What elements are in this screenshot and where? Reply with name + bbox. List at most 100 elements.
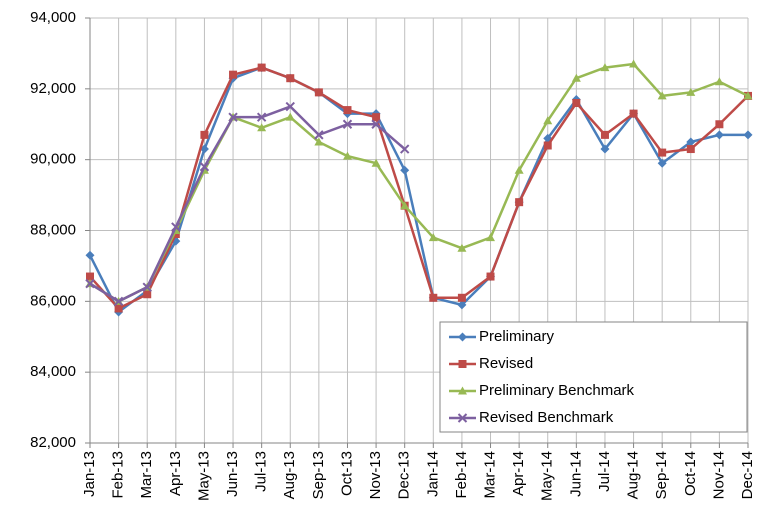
- marker: [228, 112, 238, 122]
- marker: [371, 119, 381, 129]
- marker: [342, 119, 353, 129]
- marker: [400, 165, 410, 175]
- x-tick-label: Jan-14: [424, 451, 441, 497]
- x-tick-label: Oct-13: [338, 451, 355, 496]
- marker: [515, 198, 524, 207]
- marker: [371, 158, 381, 167]
- marker: [314, 137, 324, 146]
- marker: [572, 99, 581, 107]
- marker: [743, 91, 753, 100]
- marker: [486, 272, 495, 281]
- marker: [85, 250, 95, 260]
- marker: [571, 73, 581, 82]
- series-line: [89, 66, 749, 310]
- marker: [343, 106, 352, 115]
- marker: [113, 296, 124, 307]
- marker: [286, 74, 295, 83]
- marker: [314, 88, 323, 97]
- x-tick-label: Apr-13: [167, 451, 184, 496]
- x-tick-label: Oct-14: [682, 451, 699, 496]
- marker: [229, 70, 238, 79]
- x-tick-label: Sep-14: [653, 451, 670, 499]
- marker: [85, 278, 95, 289]
- marker: [600, 63, 610, 72]
- y-tick-label: 92,000: [30, 80, 76, 97]
- y-tick-label: 86,000: [30, 292, 76, 309]
- marker: [256, 112, 267, 122]
- marker: [629, 109, 638, 118]
- series-line: [89, 62, 749, 303]
- marker: [285, 101, 295, 112]
- x-tick-label: May-13: [195, 451, 212, 501]
- marker: [543, 116, 553, 125]
- x-tick-label: Aug-13: [281, 451, 298, 499]
- y-tick-label: 88,000: [30, 221, 76, 238]
- legend-label: Revised: [479, 355, 533, 372]
- x-tick-label: Feb-14: [453, 451, 470, 499]
- marker: [714, 77, 724, 86]
- marker: [715, 120, 724, 129]
- legend-label: Preliminary: [479, 328, 555, 345]
- marker: [457, 413, 468, 423]
- y-tick-label: 94,000: [30, 9, 76, 26]
- marker: [514, 165, 524, 174]
- marker: [314, 130, 324, 140]
- marker: [86, 272, 94, 281]
- x-tick-label: Feb-13: [110, 451, 127, 499]
- marker: [457, 300, 467, 310]
- marker: [200, 130, 209, 139]
- marker: [657, 158, 667, 168]
- x-tick-label: Dec-14: [739, 451, 756, 499]
- marker: [457, 243, 467, 252]
- marker: [600, 130, 609, 139]
- marker: [658, 148, 667, 157]
- legend-label: Preliminary Benchmark: [479, 382, 635, 399]
- x-tick-label: Jun-13: [224, 451, 241, 497]
- marker: [142, 282, 152, 292]
- marker: [686, 137, 696, 147]
- marker: [143, 290, 152, 299]
- x-tick-label: Aug-14: [625, 451, 642, 499]
- y-tick-label: 82,000: [30, 434, 76, 451]
- legend: Preliminary Revised Preliminary Benchmark R…: [439, 321, 748, 433]
- marker: [372, 113, 381, 122]
- x-tick-label: Sep-13: [310, 451, 327, 499]
- marker: [743, 130, 753, 140]
- marker: [199, 162, 210, 172]
- marker: [458, 360, 467, 368]
- x-tick-label: Jul-14: [596, 451, 613, 492]
- marker: [457, 293, 466, 302]
- marker: [285, 112, 295, 121]
- marker: [342, 151, 352, 160]
- x-tick-label: Mar-14: [481, 451, 498, 499]
- marker: [686, 145, 695, 154]
- marker: [714, 130, 724, 140]
- x-tick-label: Nov-14: [710, 451, 727, 499]
- marker: [600, 144, 610, 154]
- x-tick-label: Jun-14: [567, 451, 584, 497]
- x-tick-label: Nov-13: [367, 451, 384, 499]
- marker: [171, 230, 180, 239]
- x-tick-label: Dec-13: [396, 451, 413, 499]
- x-tick-label: Apr-14: [510, 451, 527, 496]
- marker: [428, 233, 438, 242]
- marker: [458, 332, 467, 342]
- x-tick-label: Jul-13: [253, 451, 270, 492]
- marker: [657, 91, 667, 100]
- marker: [629, 59, 639, 68]
- marker: [486, 233, 496, 242]
- marker: [686, 87, 696, 96]
- marker: [171, 222, 181, 232]
- marker: [458, 386, 467, 395]
- y-tick-label: 90,000: [30, 151, 76, 168]
- marker: [257, 123, 267, 132]
- marker: [399, 144, 410, 154]
- marker: [257, 63, 266, 72]
- marker: [543, 141, 552, 150]
- legend-label: Revised Benchmark: [479, 409, 614, 426]
- x-tick-label: May-14: [539, 451, 556, 501]
- marker: [400, 201, 410, 210]
- series-line: [89, 105, 406, 303]
- marker: [114, 304, 123, 313]
